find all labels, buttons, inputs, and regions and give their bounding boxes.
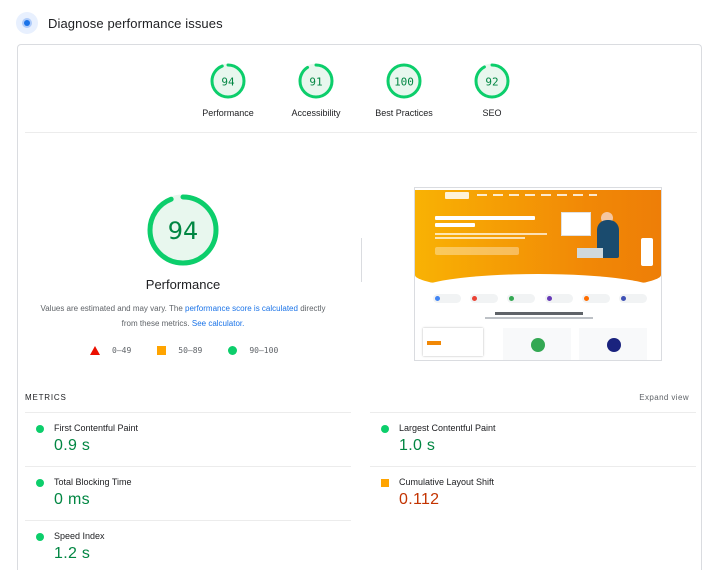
metric-value: 0.112 (399, 491, 440, 508)
circle-icon (36, 425, 44, 433)
metric-value: 1.0 s (399, 437, 436, 454)
metrics-title: METRICS (25, 393, 67, 402)
chip (581, 294, 610, 303)
site-logo (445, 192, 469, 199)
chip (470, 294, 499, 303)
gauge-label: Accessibility (291, 108, 341, 118)
gauge-accessibility[interactable]: 91 Accessibility (271, 62, 361, 118)
metric-speed-index: Speed Index 1.2 s (25, 520, 351, 570)
gauge-score: 100 (394, 76, 414, 89)
circle-icon (36, 533, 44, 541)
circle-icon (36, 479, 44, 487)
gauge-label: Best Practices (375, 108, 433, 118)
hero-heading (435, 216, 535, 220)
gauge-score: 91 (309, 76, 322, 89)
metric-label: Cumulative Layout Shift (399, 477, 495, 487)
score-gauges: 94 Performance 91 Accessibility 100 Best… (18, 62, 701, 142)
thumb-card (579, 328, 647, 360)
legend-average-label: 50–89 (178, 345, 203, 355)
metric-cumulative-layout-shift: Cumulative Layout Shift 0.112 (370, 466, 696, 520)
gauge-score: 92 (485, 76, 498, 89)
legend-pass-label: 90–100 (249, 345, 279, 355)
gauge-seo[interactable]: 92 SEO (447, 62, 537, 118)
diagnose-header: Diagnose performance issues (16, 12, 223, 34)
performance-score: 94 (168, 217, 199, 245)
legend-average: 50–89 (157, 345, 203, 355)
side-widget (641, 238, 653, 266)
gauge-ring-icon: 100 (386, 63, 422, 99)
circle-icon (381, 425, 389, 433)
gauge-ring-icon: 94 (210, 63, 246, 99)
square-icon (381, 479, 389, 487)
hero-text (435, 233, 547, 235)
gauge-ring-icon: 92 (474, 63, 510, 99)
gauge-label: SEO (482, 108, 502, 118)
performance-score-link[interactable]: performance score is calculated (185, 304, 298, 313)
legend-fail-label: 0–49 (112, 345, 132, 355)
score-note: Values are estimated and may vary. The p… (32, 301, 334, 331)
divider (25, 132, 697, 133)
metric-label: Largest Contentful Paint (399, 423, 496, 433)
hero-heading-line2 (435, 223, 475, 227)
metric-label: Speed Index (54, 531, 105, 541)
performance-gauge-large: 94 (147, 194, 219, 266)
metric-value: 0.9 s (54, 437, 91, 454)
chip (618, 294, 647, 303)
metric-first-contentful-paint: First Contentful Paint 0.9 s (25, 412, 351, 466)
performance-title: Performance (145, 277, 221, 292)
thumb-card (503, 328, 571, 360)
metric-label: First Contentful Paint (54, 423, 139, 433)
report-card: 94 Performance 91 Accessibility 100 Best… (17, 44, 702, 570)
site-nav (477, 194, 597, 196)
vertical-divider (361, 238, 362, 282)
gauge-label: Performance (202, 108, 254, 118)
illustration-board (561, 212, 591, 236)
page-screenshot-thumbnail (414, 187, 662, 361)
category-chips (433, 294, 647, 304)
expand-view-toggle[interactable]: Expand view (639, 393, 689, 402)
metric-value: 0 ms (54, 491, 90, 508)
diagnose-icon (16, 12, 38, 34)
chip (507, 294, 536, 303)
section-subheading (485, 317, 593, 319)
section-heading (495, 312, 583, 315)
gauge-score: 94 (221, 76, 235, 89)
hero-banner (415, 190, 661, 290)
note-text: Values are estimated and may vary. The (40, 304, 183, 313)
legend-fail: 0–49 (90, 345, 132, 355)
hero-search (435, 247, 519, 255)
triangle-icon (90, 345, 100, 355)
header-title: Diagnose performance issues (48, 15, 223, 31)
circle-icon (228, 345, 238, 355)
hero-text-line2 (435, 237, 525, 239)
chip (433, 294, 461, 303)
note-text: directly from these metrics. (121, 304, 326, 328)
illustration-laptop (577, 248, 603, 258)
metric-value: 1.2 s (54, 545, 91, 562)
score-legend: 0–49 50–89 90–100 (90, 344, 278, 356)
metric-label: Total Blocking Time (54, 477, 132, 487)
gauge-best-practices[interactable]: 100 Best Practices (359, 62, 449, 118)
metric-largest-contentful-paint: Largest Contentful Paint 1.0 s (370, 412, 696, 466)
square-icon (157, 345, 167, 355)
metric-total-blocking-time: Total Blocking Time 0 ms (25, 466, 351, 520)
see-calculator-link[interactable]: See calculator. (191, 319, 245, 328)
chip (544, 294, 573, 303)
legend-pass: 90–100 (228, 345, 279, 355)
gauge-performance[interactable]: 94 Performance (183, 62, 273, 118)
thumb-card (423, 328, 483, 356)
gauge-ring-icon: 91 (298, 63, 334, 99)
